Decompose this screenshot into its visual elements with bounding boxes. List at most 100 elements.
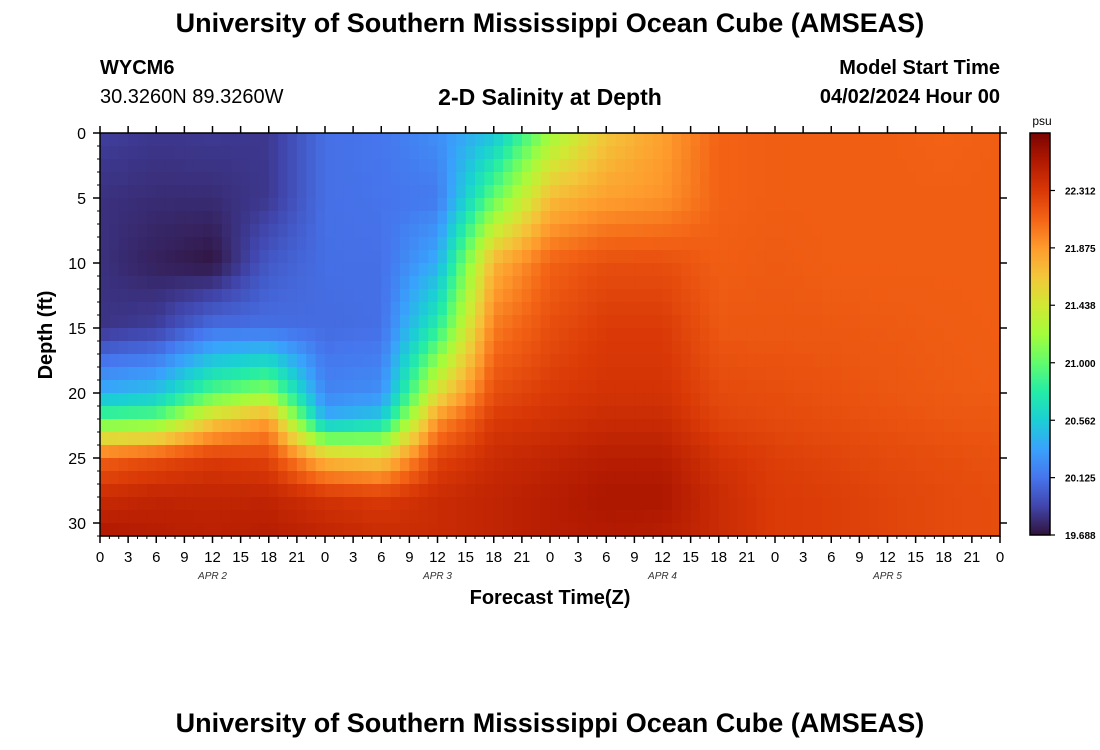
heatmap-cell	[334, 185, 345, 199]
heatmap-cell	[165, 159, 176, 173]
heatmap-cell	[662, 354, 673, 368]
heatmap-cell	[240, 289, 251, 303]
heatmap-cell	[418, 133, 429, 147]
heatmap-cell	[315, 250, 326, 264]
x-tick-label: 9	[630, 549, 638, 566]
heatmap-cell	[118, 289, 129, 303]
heatmap-cell	[418, 302, 429, 316]
heatmap-cell	[343, 289, 354, 303]
heatmap-cell	[925, 224, 935, 238]
heatmap-cell	[446, 523, 457, 537]
heatmap-cell	[362, 250, 373, 264]
heatmap-cell	[175, 159, 185, 173]
heatmap-cell	[559, 419, 570, 433]
heatmap-cell	[896, 289, 907, 303]
heatmap-cell	[390, 237, 401, 251]
heatmap-cell	[887, 484, 898, 498]
heatmap-cell	[146, 367, 157, 381]
heatmap-cell	[184, 419, 195, 433]
heatmap-cell	[746, 445, 757, 459]
heatmap-cell	[756, 237, 767, 251]
heatmap-cell	[193, 172, 204, 186]
heatmap-cell	[381, 289, 392, 303]
heatmap-cell	[803, 328, 814, 342]
heatmap-cell	[625, 406, 635, 420]
heatmap-cell	[990, 315, 1001, 329]
heatmap-cell	[915, 276, 926, 290]
heatmap-cell	[690, 445, 701, 459]
heatmap-cell	[746, 432, 757, 446]
heatmap-cell	[184, 224, 195, 238]
heatmap-cell	[934, 484, 945, 498]
heatmap-cell	[353, 198, 364, 212]
heatmap-cell	[250, 224, 260, 238]
heatmap-cell	[887, 458, 898, 472]
heatmap-cell	[634, 523, 645, 537]
heatmap-cell	[231, 237, 242, 251]
heatmap-cell	[484, 523, 495, 537]
heatmap-cell	[184, 211, 195, 225]
heatmap-cell	[259, 172, 270, 186]
heatmap-cell	[465, 419, 476, 433]
heatmap-cell	[156, 211, 167, 225]
heatmap-cell	[775, 211, 785, 225]
heatmap-cell	[971, 432, 982, 446]
heatmap-cell	[240, 198, 251, 212]
colorbar-tick-label: 21.438	[1065, 301, 1096, 312]
heatmap-cell	[334, 237, 345, 251]
heatmap-cell	[625, 354, 635, 368]
heatmap-cell	[400, 328, 410, 342]
heatmap-cell	[240, 419, 251, 433]
heatmap-cell	[268, 289, 279, 303]
heatmap-cell	[681, 198, 692, 212]
heatmap-cell	[990, 458, 1001, 472]
heatmap-cell	[400, 510, 410, 524]
heatmap-cell	[578, 393, 589, 407]
heatmap-cell	[737, 315, 748, 329]
heatmap-cell	[184, 380, 195, 394]
heatmap-cell	[690, 419, 701, 433]
heatmap-cell	[859, 367, 870, 381]
heatmap-cell	[109, 198, 120, 212]
heatmap-cell	[878, 289, 889, 303]
heatmap-cell	[962, 315, 973, 329]
heatmap-cell	[400, 276, 410, 290]
heatmap-cell	[896, 341, 907, 355]
heatmap-cell	[990, 471, 1001, 485]
heatmap-cell	[821, 354, 832, 368]
heatmap-cell	[334, 328, 345, 342]
heatmap-cell	[615, 406, 626, 420]
y-tick-label: 15	[68, 321, 86, 338]
heatmap-cell	[718, 289, 729, 303]
heatmap-cell	[343, 198, 354, 212]
heatmap-cell	[690, 172, 701, 186]
heatmap-cell	[634, 159, 645, 173]
heatmap-cell	[887, 328, 898, 342]
heatmap-cell	[962, 159, 973, 173]
heatmap-cell	[362, 497, 373, 511]
heatmap-cell	[671, 510, 682, 524]
heatmap-cell	[400, 198, 410, 212]
heatmap-cell	[625, 523, 635, 537]
heatmap-cell	[193, 224, 204, 238]
heatmap-cell	[962, 263, 973, 277]
y-tick-label: 10	[68, 256, 86, 273]
heatmap-cell	[831, 367, 842, 381]
heatmap-cell	[906, 484, 917, 498]
heatmap-cell	[521, 393, 532, 407]
heatmap-cell	[503, 406, 514, 420]
heatmap-cell	[428, 510, 439, 524]
heatmap-cell	[512, 393, 523, 407]
heatmap-cell	[128, 523, 139, 537]
heatmap-cell	[737, 237, 748, 251]
heatmap-cell	[578, 497, 589, 511]
heatmap-cell	[812, 354, 823, 368]
heatmap-cell	[578, 510, 589, 524]
heatmap-cell	[990, 393, 1001, 407]
heatmap-cell	[718, 484, 729, 498]
heatmap-cell	[606, 354, 617, 368]
heatmap-cell	[146, 224, 157, 238]
heatmap-cell	[371, 185, 382, 199]
y-tick-label: 0	[77, 126, 86, 143]
heatmap-cell	[915, 224, 926, 238]
